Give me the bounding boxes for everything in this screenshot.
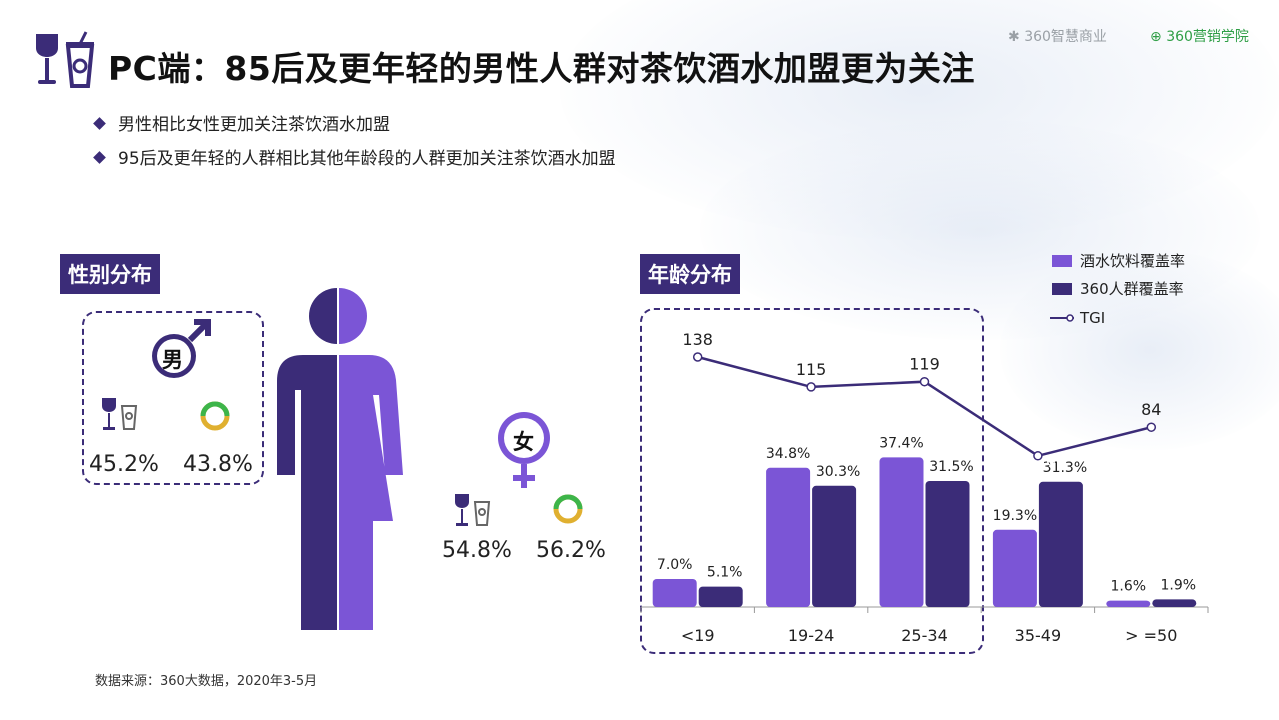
x-axis-tick-label: 35-49 [1015,626,1062,645]
male-beverage-pct: 45.2% [89,452,159,477]
brand-360-commerce: ✱ 360智慧商业 [1008,26,1107,46]
bar-data-label: 1.9% [1161,577,1197,593]
background-cloud [1000,250,1279,450]
diamond-bullet-icon [93,117,106,130]
gender-section-label: 性别分布 [60,254,160,294]
brand-right-text: 360营销学院 [1166,29,1249,45]
bar-data-label: 19.3% [993,508,1037,524]
female-symbol-label: 女 [513,430,534,454]
bullet-item: 95后及更年轻的人群相比其他年龄段的人群更加关注茶饮酒水加盟 [93,144,616,169]
bar-beverage-coverage [1106,600,1151,607]
female-symbol-icon [498,412,550,488]
population-ring-icon [200,401,230,431]
female-population-pct: 56.2% [536,538,606,563]
brand-logo-icon: ⊕ [1150,29,1162,45]
male-stats-box [82,311,264,485]
bar-population-coverage [1152,599,1197,607]
brand-left-text: 360智慧商业 [1024,29,1107,45]
bullet-text: 男性相比女性更加关注茶饮酒水加盟 [118,115,390,135]
bullet-item: 男性相比女性更加关注茶饮酒水加盟 [93,110,390,135]
bar-data-label: 1.6% [1111,579,1147,595]
gender-figure-illustration [277,288,403,630]
bar-beverage-coverage [992,529,1037,607]
tgi-data-label: 62 [1046,451,1066,470]
female-beverage-pct: 54.8% [442,538,512,563]
bullet-text: 95后及更年轻的人群相比其他年龄段的人群更加关注茶饮酒水加盟 [118,149,616,169]
male-population-pct: 43.8% [183,452,253,477]
brand-logo-icon: ✱ [1008,29,1020,45]
male-symbol-icon [152,319,211,378]
age-highlight-box [640,308,984,654]
bar-population-coverage [1038,481,1083,607]
bar-data-label: 31.3% [1043,460,1087,476]
wine-drink-icon [455,494,491,526]
page-title: PC端：85后及更年轻的男性人群对茶饮酒水加盟更为关注 [108,49,975,88]
x-axis-tick-label: > =50 [1125,626,1177,645]
brand-360-academy: ⊕ 360营销学院 [1150,26,1249,46]
population-ring-icon [553,494,583,524]
male-symbol-label: 男 [162,348,183,372]
wine-drink-icon [36,31,95,88]
diamond-bullet-icon [93,151,106,164]
tgi-point [1033,451,1043,461]
title-row: PC端：85后及更年轻的男性人群对茶饮酒水加盟更为关注 [30,30,1050,100]
data-source-note: 数据来源：360大数据，2020年3-5月 [95,674,318,689]
age-section-label: 年龄分布 [640,254,740,294]
wine-drink-icon [102,398,138,430]
